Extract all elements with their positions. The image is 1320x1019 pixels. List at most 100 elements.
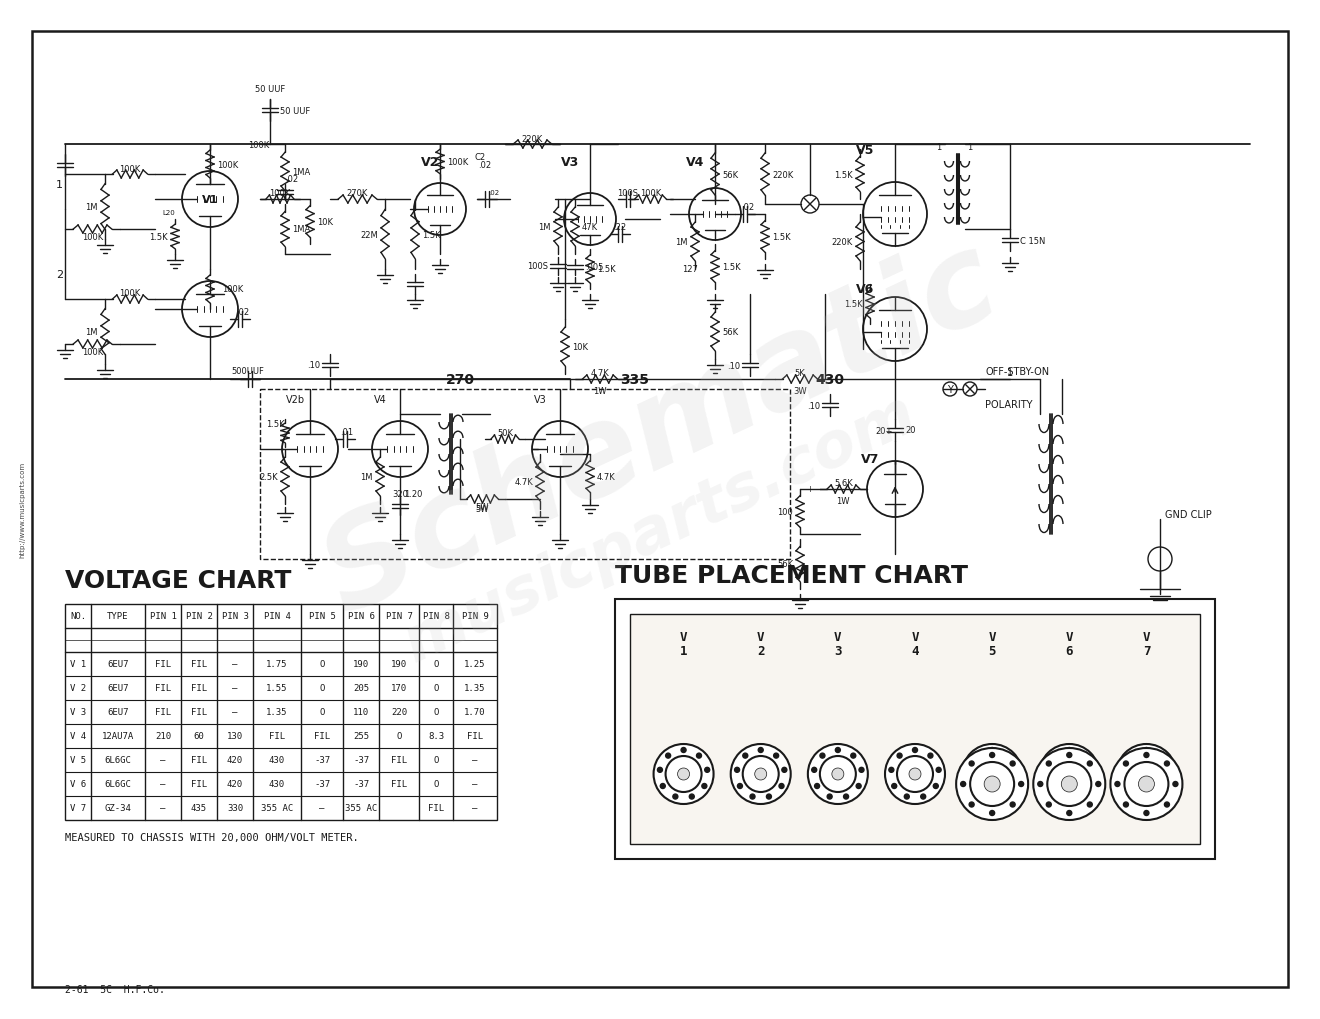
Text: .22: .22 [614, 223, 627, 232]
Text: 100K: 100K [119, 289, 141, 299]
Circle shape [990, 753, 995, 758]
Text: FIL: FIL [191, 660, 207, 668]
Circle shape [1144, 753, 1148, 758]
Text: 1: 1 [680, 645, 688, 658]
Circle shape [1168, 767, 1172, 772]
Text: .02: .02 [488, 190, 499, 196]
Circle shape [928, 753, 933, 758]
Text: —: — [232, 660, 238, 668]
Text: 2: 2 [756, 645, 764, 658]
Text: 420: 420 [227, 756, 243, 764]
Text: 1.35: 1.35 [465, 684, 486, 693]
Text: O: O [433, 660, 438, 668]
Circle shape [1129, 753, 1134, 758]
Circle shape [828, 794, 832, 799]
Text: 1.5K: 1.5K [597, 265, 615, 274]
Circle shape [857, 784, 861, 789]
Circle shape [1064, 768, 1076, 781]
Circle shape [781, 767, 787, 772]
Circle shape [820, 753, 825, 758]
Text: 1M: 1M [360, 473, 374, 482]
Circle shape [970, 762, 1014, 806]
Text: C2: C2 [474, 153, 486, 162]
Text: FIL: FIL [428, 804, 444, 813]
Circle shape [1135, 794, 1140, 799]
Text: 127: 127 [682, 265, 698, 274]
Text: PIN 2: PIN 2 [186, 611, 213, 621]
Circle shape [961, 782, 966, 787]
Circle shape [990, 748, 995, 753]
Text: O: O [433, 708, 438, 716]
Text: NO.: NO. [70, 611, 86, 621]
Text: PIN 9: PIN 9 [462, 611, 488, 621]
Circle shape [1034, 748, 1105, 820]
Text: V 4: V 4 [70, 732, 86, 741]
Text: V4: V4 [686, 155, 704, 168]
Text: 1.5K: 1.5K [845, 301, 863, 309]
Circle shape [665, 756, 701, 792]
Circle shape [969, 761, 974, 766]
Bar [630, 614, 1200, 844]
Circle shape [912, 748, 917, 753]
Circle shape [1045, 784, 1051, 789]
Text: V 3: V 3 [70, 708, 86, 716]
Text: FIL: FIL [314, 732, 330, 741]
Text: 8.3: 8.3 [428, 732, 444, 741]
Text: 2-61  5C  H.F.Co.: 2-61 5C H.F.Co. [65, 984, 165, 994]
Circle shape [731, 744, 791, 804]
Circle shape [1123, 802, 1129, 807]
Text: .005: .005 [585, 263, 603, 272]
Circle shape [1010, 784, 1015, 789]
Circle shape [1090, 767, 1096, 772]
Text: PIN 6: PIN 6 [347, 611, 375, 621]
Text: 430: 430 [269, 780, 285, 789]
Circle shape [1047, 802, 1051, 807]
Circle shape [1152, 794, 1158, 799]
Circle shape [1123, 761, 1129, 766]
Text: V: V [756, 631, 764, 644]
Text: FIL: FIL [154, 684, 172, 693]
Circle shape [808, 744, 867, 804]
Text: V2b: V2b [285, 394, 305, 405]
Text: V 7: V 7 [70, 804, 86, 813]
Text: 4: 4 [911, 645, 919, 658]
Circle shape [1051, 756, 1088, 792]
Text: 100K: 100K [269, 190, 290, 199]
Text: L20: L20 [162, 210, 176, 216]
Circle shape [851, 753, 855, 758]
Text: V: V [1065, 631, 1073, 644]
Circle shape [1125, 762, 1168, 806]
Circle shape [1074, 794, 1080, 799]
Text: 6EU7: 6EU7 [107, 660, 129, 668]
Text: 1: 1 [1007, 368, 1012, 378]
Text: 420: 420 [227, 780, 243, 789]
Text: 100K: 100K [222, 285, 243, 294]
Text: 100K: 100K [82, 348, 103, 357]
Circle shape [657, 767, 663, 772]
Text: FIL: FIL [154, 708, 172, 716]
Text: V: V [989, 631, 995, 644]
Circle shape [998, 794, 1003, 799]
Text: 12AU7A: 12AU7A [102, 732, 135, 741]
Text: 220: 220 [391, 708, 407, 716]
Circle shape [933, 784, 939, 789]
Text: 50 UUF: 50 UUF [255, 86, 285, 95]
Text: PIN 3: PIN 3 [222, 611, 248, 621]
Text: 1.25: 1.25 [465, 660, 486, 668]
Text: 220K: 220K [772, 170, 793, 179]
Text: 60: 60 [194, 732, 205, 741]
Text: .10: .10 [727, 362, 741, 371]
Text: V2: V2 [421, 155, 440, 168]
Text: TUBE PLACEMENT CHART: TUBE PLACEMENT CHART [615, 564, 968, 587]
Text: 100S: 100S [618, 189, 639, 198]
Text: 110: 110 [352, 708, 370, 716]
Text: Schematic: Schematic [304, 221, 1016, 638]
Circle shape [1067, 753, 1072, 758]
Circle shape [832, 768, 843, 781]
Circle shape [697, 753, 701, 758]
Circle shape [982, 794, 986, 799]
Text: 190: 190 [391, 660, 407, 668]
Text: 100K: 100K [216, 160, 238, 169]
Text: musicparts.com: musicparts.com [393, 384, 927, 675]
Text: 1: 1 [55, 179, 63, 190]
